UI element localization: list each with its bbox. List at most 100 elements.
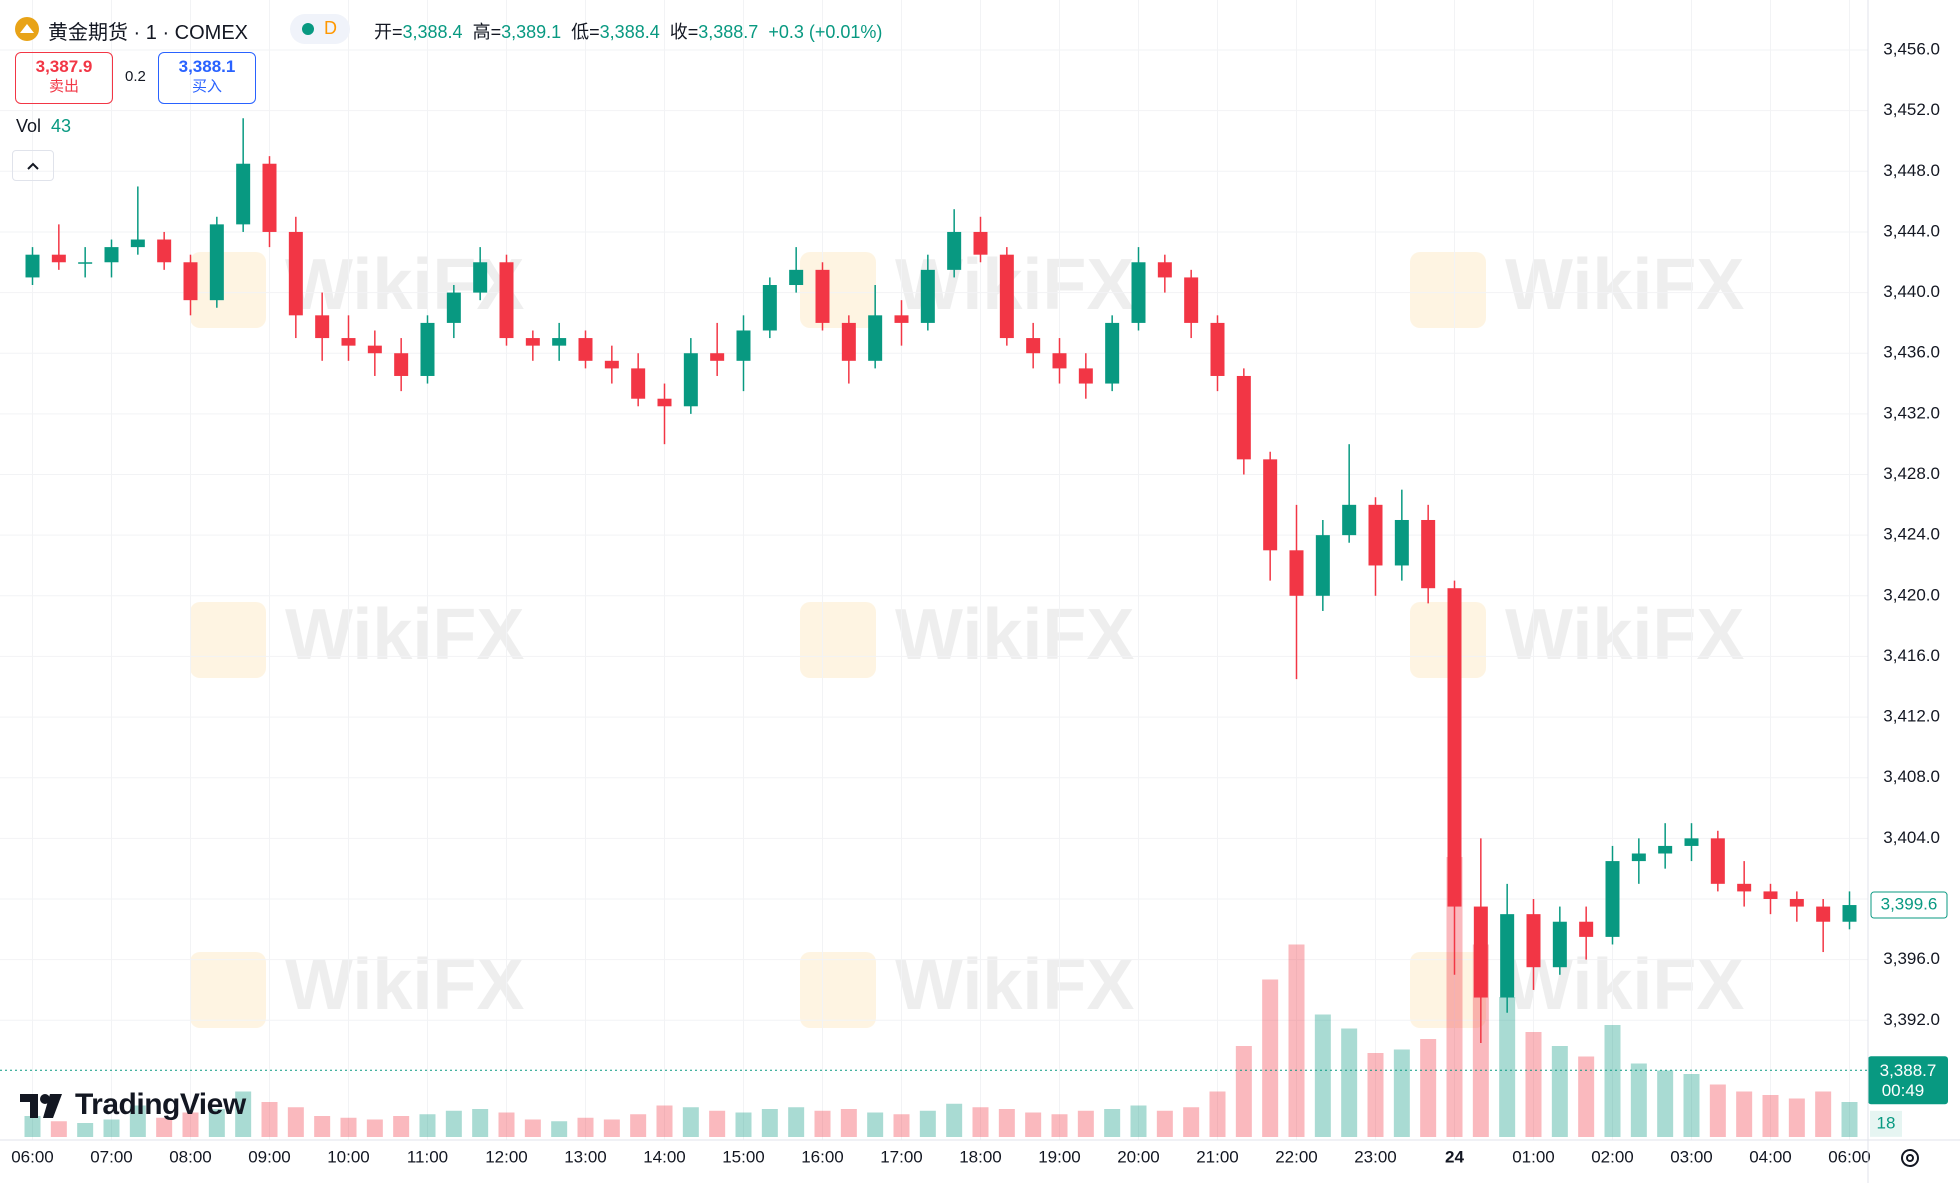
ohlc-key: 收= [669, 22, 699, 42]
volume-bar [1104, 1109, 1121, 1137]
volume-bar [814, 1110, 831, 1137]
candle-body [1236, 375, 1251, 460]
watermark: WikiFX [1505, 245, 1744, 325]
change: +0.3 (+0.01%) [768, 22, 883, 42]
candle-body [1447, 588, 1462, 907]
tradingview-logo: TradingView [20, 1088, 247, 1121]
symbol-icon [14, 16, 40, 48]
buy-label: 买入 [191, 78, 222, 95]
volume-legend: Vol 43 [16, 116, 71, 137]
x-tick-label: 13:00 [564, 1147, 607, 1166]
volume-bar [1077, 1110, 1094, 1137]
candle-body [1289, 550, 1304, 596]
volume-bar [998, 1109, 1015, 1137]
candles [25, 118, 1857, 1044]
candle-body [288, 231, 303, 316]
watermark-icon [800, 952, 876, 1028]
x-tick-label: 07:00 [90, 1147, 133, 1166]
volume-bar [1525, 1032, 1542, 1137]
candle-body [631, 368, 646, 399]
ohlc-key: 开= [374, 22, 403, 42]
volume-bar [1604, 1025, 1621, 1137]
sell-button[interactable]: 3,387.9 卖出 [15, 52, 113, 104]
volume-bar [1499, 997, 1516, 1137]
volume-bar [103, 1119, 120, 1137]
candle-body [104, 247, 119, 263]
volume-bar [366, 1119, 383, 1137]
volume-bars [24, 857, 1858, 1137]
volume-bar [1367, 1053, 1384, 1137]
symbol-title[interactable]: 黄金期货 · 1 · COMEX [48, 22, 249, 44]
volume-bar [1709, 1084, 1726, 1137]
x-tick-label: 10:00 [327, 1147, 370, 1166]
volume-bar [946, 1103, 963, 1137]
candle-body [1526, 914, 1541, 968]
x-tick-label: 06:00 [1828, 1147, 1871, 1166]
volume-bar [445, 1110, 462, 1137]
y-tick-label: 3,432.0 [1883, 403, 1940, 422]
settings-button[interactable] [1901, 1149, 1919, 1167]
candle-body [473, 262, 488, 293]
volume-bar [287, 1107, 304, 1137]
x-tick-label: 04:00 [1749, 1147, 1792, 1166]
x-tick-label: 21:00 [1196, 1147, 1239, 1166]
candle-body [1026, 338, 1041, 354]
candle-body [1263, 459, 1278, 551]
ohlc-value: 3,388.4 [599, 22, 660, 42]
candle-body [1842, 905, 1857, 922]
watermark: WikiFX [895, 945, 1134, 1025]
volume-bar [1288, 944, 1305, 1137]
y-tick-label: 3,396.0 [1883, 949, 1940, 968]
candle-body [1737, 883, 1752, 892]
volume-bar [261, 1102, 278, 1137]
volume-bar [577, 1117, 594, 1137]
candle-body [394, 353, 409, 376]
watermark: WikiFX [1505, 595, 1744, 675]
volume-bar [551, 1121, 568, 1137]
candle-body [683, 353, 698, 407]
candle-body [236, 163, 251, 225]
candle-body [1342, 504, 1357, 536]
y-tick-label: 3,444.0 [1883, 221, 1940, 240]
price-marker-box [1870, 891, 1948, 919]
candle-body [367, 345, 382, 354]
candle-body [789, 269, 804, 286]
sell-price: 3,387.9 [35, 57, 93, 76]
candle-body [315, 315, 330, 339]
candle-body [1052, 353, 1067, 369]
y-tick-label: 3,420.0 [1883, 585, 1940, 604]
candle-body [1631, 853, 1646, 862]
watermark: WikiFX [895, 245, 1134, 325]
volume-bar [603, 1119, 620, 1137]
countdown: 00:49 [1882, 1081, 1925, 1100]
ohlc-key: 低= [571, 22, 600, 42]
volume-bar [761, 1109, 778, 1137]
candle-body [947, 231, 962, 270]
volume-bar [1762, 1095, 1779, 1137]
volume-bar [1420, 1039, 1437, 1137]
y-tick-label: 3,440.0 [1883, 282, 1940, 301]
candle-body [552, 338, 567, 346]
badge-text: D [324, 18, 337, 38]
ohlc-legend: 开=3,388.4 高=3,389.1 低=3,388.4 收=3,388.7 +0.3… [374, 18, 882, 44]
candle-body [1500, 914, 1515, 998]
candle-body [894, 315, 909, 323]
volume-bar [182, 1112, 199, 1137]
volume-bar [235, 1091, 252, 1137]
collapse-button[interactable] [12, 150, 54, 181]
watermark-icon [190, 952, 266, 1028]
candle-body [657, 398, 672, 407]
candle-body [446, 292, 461, 323]
volume-bar [1314, 1014, 1331, 1137]
x-tick-label: 06:00 [11, 1147, 54, 1166]
volume-bar [1025, 1112, 1042, 1137]
volume-bar [709, 1110, 726, 1137]
x-tick-label: 12:00 [485, 1147, 528, 1166]
watermark: WikiFX [895, 595, 1134, 675]
watermark: WikiFX [285, 245, 524, 325]
volume-bar [1183, 1107, 1200, 1137]
volume-bar [1209, 1091, 1226, 1137]
volume-bar [1051, 1114, 1068, 1137]
buy-button[interactable]: 3,388.1 买入 [158, 52, 256, 104]
